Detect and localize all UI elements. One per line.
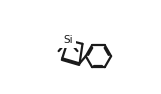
Text: Si: Si [63, 35, 73, 45]
